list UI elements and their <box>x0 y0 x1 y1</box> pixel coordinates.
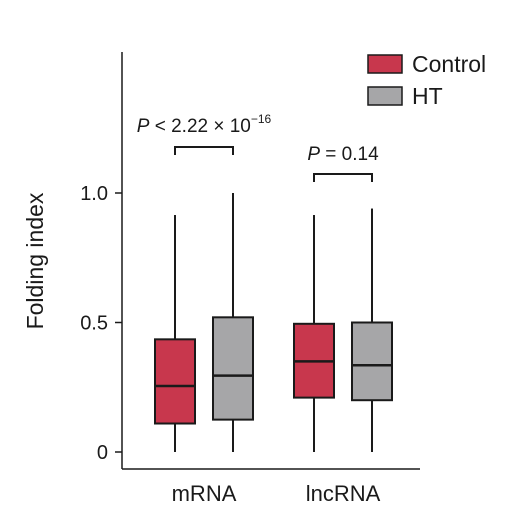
legend-swatch <box>367 54 403 74</box>
significance-bracket <box>313 173 373 182</box>
p-relation: = <box>320 144 342 165</box>
significance-bracket <box>174 146 234 155</box>
box-iqr <box>154 338 196 425</box>
legend-item-ht: HT <box>367 83 443 109</box>
y-tick-label: 0 <box>97 442 108 464</box>
p-exponent: −16 <box>251 112 272 126</box>
box-control-mrna <box>154 215 196 452</box>
legend-label: Control <box>412 51 486 77</box>
x-category-label: lncRNA <box>306 481 381 506</box>
legend-swatch <box>367 86 403 106</box>
legend: Control HT <box>367 51 486 109</box>
x-category-label: mRNA <box>172 481 237 506</box>
box-ht-mrna <box>212 193 254 452</box>
box-iqr <box>212 316 254 421</box>
p-relation: < <box>149 116 171 137</box>
y-ticks: 0 0.5 1.0 <box>80 183 122 464</box>
legend-label: HT <box>412 83 443 109</box>
p-symbol: P <box>137 116 150 137</box>
axes <box>121 52 420 470</box>
y-tick-label: 0.5 <box>80 313 108 335</box>
p-value-label: P < 2.22 × 10−16 <box>137 112 272 137</box>
p-symbol: P <box>307 144 320 165</box>
p-value: 0.14 <box>342 144 379 165</box>
y-tick-label: 1.0 <box>80 183 108 205</box>
p-value: 2.22 × 10 <box>171 116 251 137</box>
y-axis-label: Folding index <box>22 192 48 329</box>
p-value-label: P = 0.14 <box>307 144 379 165</box>
box-ht-lncrna <box>351 208 393 452</box>
significance-annotation-lncrna: P = 0.14 <box>307 144 379 182</box>
legend-item-control: Control <box>367 51 486 77</box>
significance-annotation-mrna: P < 2.22 × 10−16 <box>137 112 272 155</box>
p-value-annotations: P < 2.22 × 10−16P = 0.14 <box>137 112 379 182</box>
boxes <box>154 193 393 452</box>
box-iqr <box>351 321 393 402</box>
box-control-lncrna <box>293 215 335 452</box>
x-category-labels: mRNA lncRNA <box>172 481 381 506</box>
